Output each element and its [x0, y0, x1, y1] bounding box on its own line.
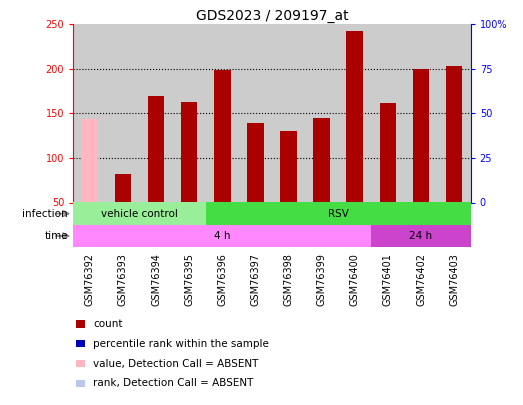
Bar [446, 66, 462, 202]
Bar [214, 70, 231, 202]
Bar [380, 103, 396, 202]
Bar [115, 174, 131, 202]
Bar [82, 119, 98, 202]
Bar [371, 225, 471, 247]
Bar [206, 202, 471, 225]
Bar [147, 96, 164, 202]
Bar [73, 225, 371, 247]
Bar [313, 118, 330, 202]
Text: percentile rank within the sample: percentile rank within the sample [93, 339, 269, 349]
Text: value, Detection Call = ABSENT: value, Detection Call = ABSENT [93, 358, 258, 369]
Text: vehicle control: vehicle control [101, 209, 178, 219]
Bar [247, 123, 264, 202]
Text: 4 h: 4 h [214, 231, 231, 241]
Text: infection: infection [22, 209, 68, 219]
Bar [413, 69, 429, 202]
Bar [181, 102, 197, 202]
Text: count: count [93, 319, 122, 329]
Title: GDS2023 / 209197_at: GDS2023 / 209197_at [196, 9, 348, 23]
Text: rank, Detection Call = ABSENT: rank, Detection Call = ABSENT [93, 378, 254, 388]
Text: time: time [44, 231, 68, 241]
Bar [280, 131, 297, 202]
Bar [346, 30, 363, 202]
Text: 24 h: 24 h [410, 231, 433, 241]
Text: RSV: RSV [328, 209, 349, 219]
Bar [73, 202, 206, 225]
